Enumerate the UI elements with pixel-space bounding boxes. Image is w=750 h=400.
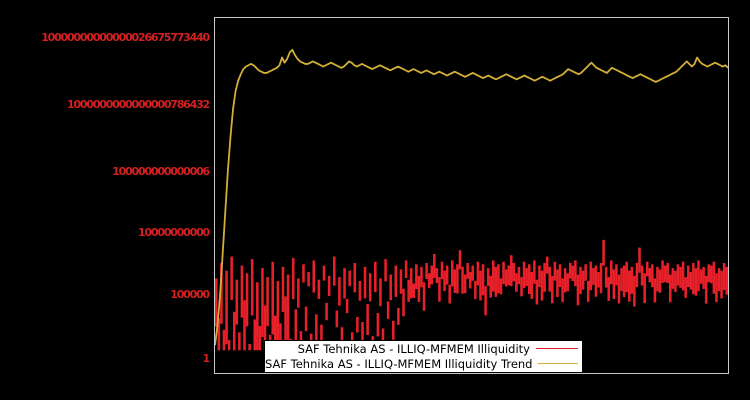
legend-swatch-trend	[538, 363, 578, 364]
y-axis-tick-label: 100000000000006	[112, 165, 210, 178]
series-illiquidity	[215, 239, 728, 351]
legend-entry-trend: SAF Tehnika AS - ILLIQ-MFMEM Illiquidity…	[265, 356, 582, 371]
series-trend	[215, 48, 728, 346]
y-axis-tick-label: 10000000000	[138, 226, 210, 239]
chart-legend: SAF Tehnika AS - ILLIQ-MFMEM Illiquidity…	[264, 340, 583, 373]
y-axis-tick-label: 1	[202, 352, 211, 365]
y-axis-tick-labels: 10000000000000026675773440 10000000000000…	[0, 0, 211, 400]
chart-svg	[215, 48, 728, 351]
legend-label-trend: SAF Tehnika AS - ILLIQ-MFMEM Illiquidity…	[265, 356, 533, 371]
legend-label-illiquidity: SAF Tehnika AS - ILLIQ-MFMEM Illiquidity	[297, 341, 530, 356]
y-axis-tick-label: 1000000000000000786432	[67, 98, 210, 111]
y-axis-tick-label: 100000	[170, 288, 210, 301]
y-axis-tick-label: 10000000000000026675773440	[41, 31, 210, 44]
legend-swatch-illiquidity	[536, 348, 578, 349]
plot-area	[214, 17, 729, 374]
legend-entry-illiquidity: SAF Tehnika AS - ILLIQ-MFMEM Illiquidity	[265, 341, 582, 356]
